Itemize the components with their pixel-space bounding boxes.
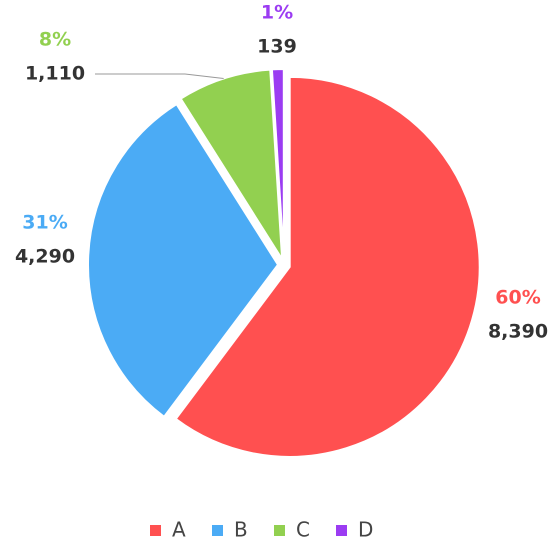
leader-line (95, 73, 224, 80)
legend-label: B (234, 518, 248, 542)
legend-swatch (212, 525, 223, 536)
legend-label: C (296, 518, 310, 542)
value-label: 8,390 (488, 321, 548, 343)
legend-label: A (172, 518, 186, 542)
legend-swatch (274, 525, 285, 536)
pie-slice (87, 102, 280, 419)
value-label: 1,110 (25, 63, 85, 85)
percent-label: 1% (261, 2, 293, 24)
legend-swatch (336, 525, 347, 536)
value-label: 4,290 (15, 246, 75, 268)
pie-slice (174, 75, 481, 458)
percent-label: 31% (22, 212, 67, 234)
percent-label: 60% (495, 287, 540, 309)
pie-slice (179, 68, 284, 260)
pie-slice (270, 68, 285, 260)
value-label: 139 (257, 36, 297, 58)
legend-swatch (150, 525, 161, 536)
legend-label: D (358, 518, 373, 542)
percent-label: 8% (39, 29, 71, 51)
